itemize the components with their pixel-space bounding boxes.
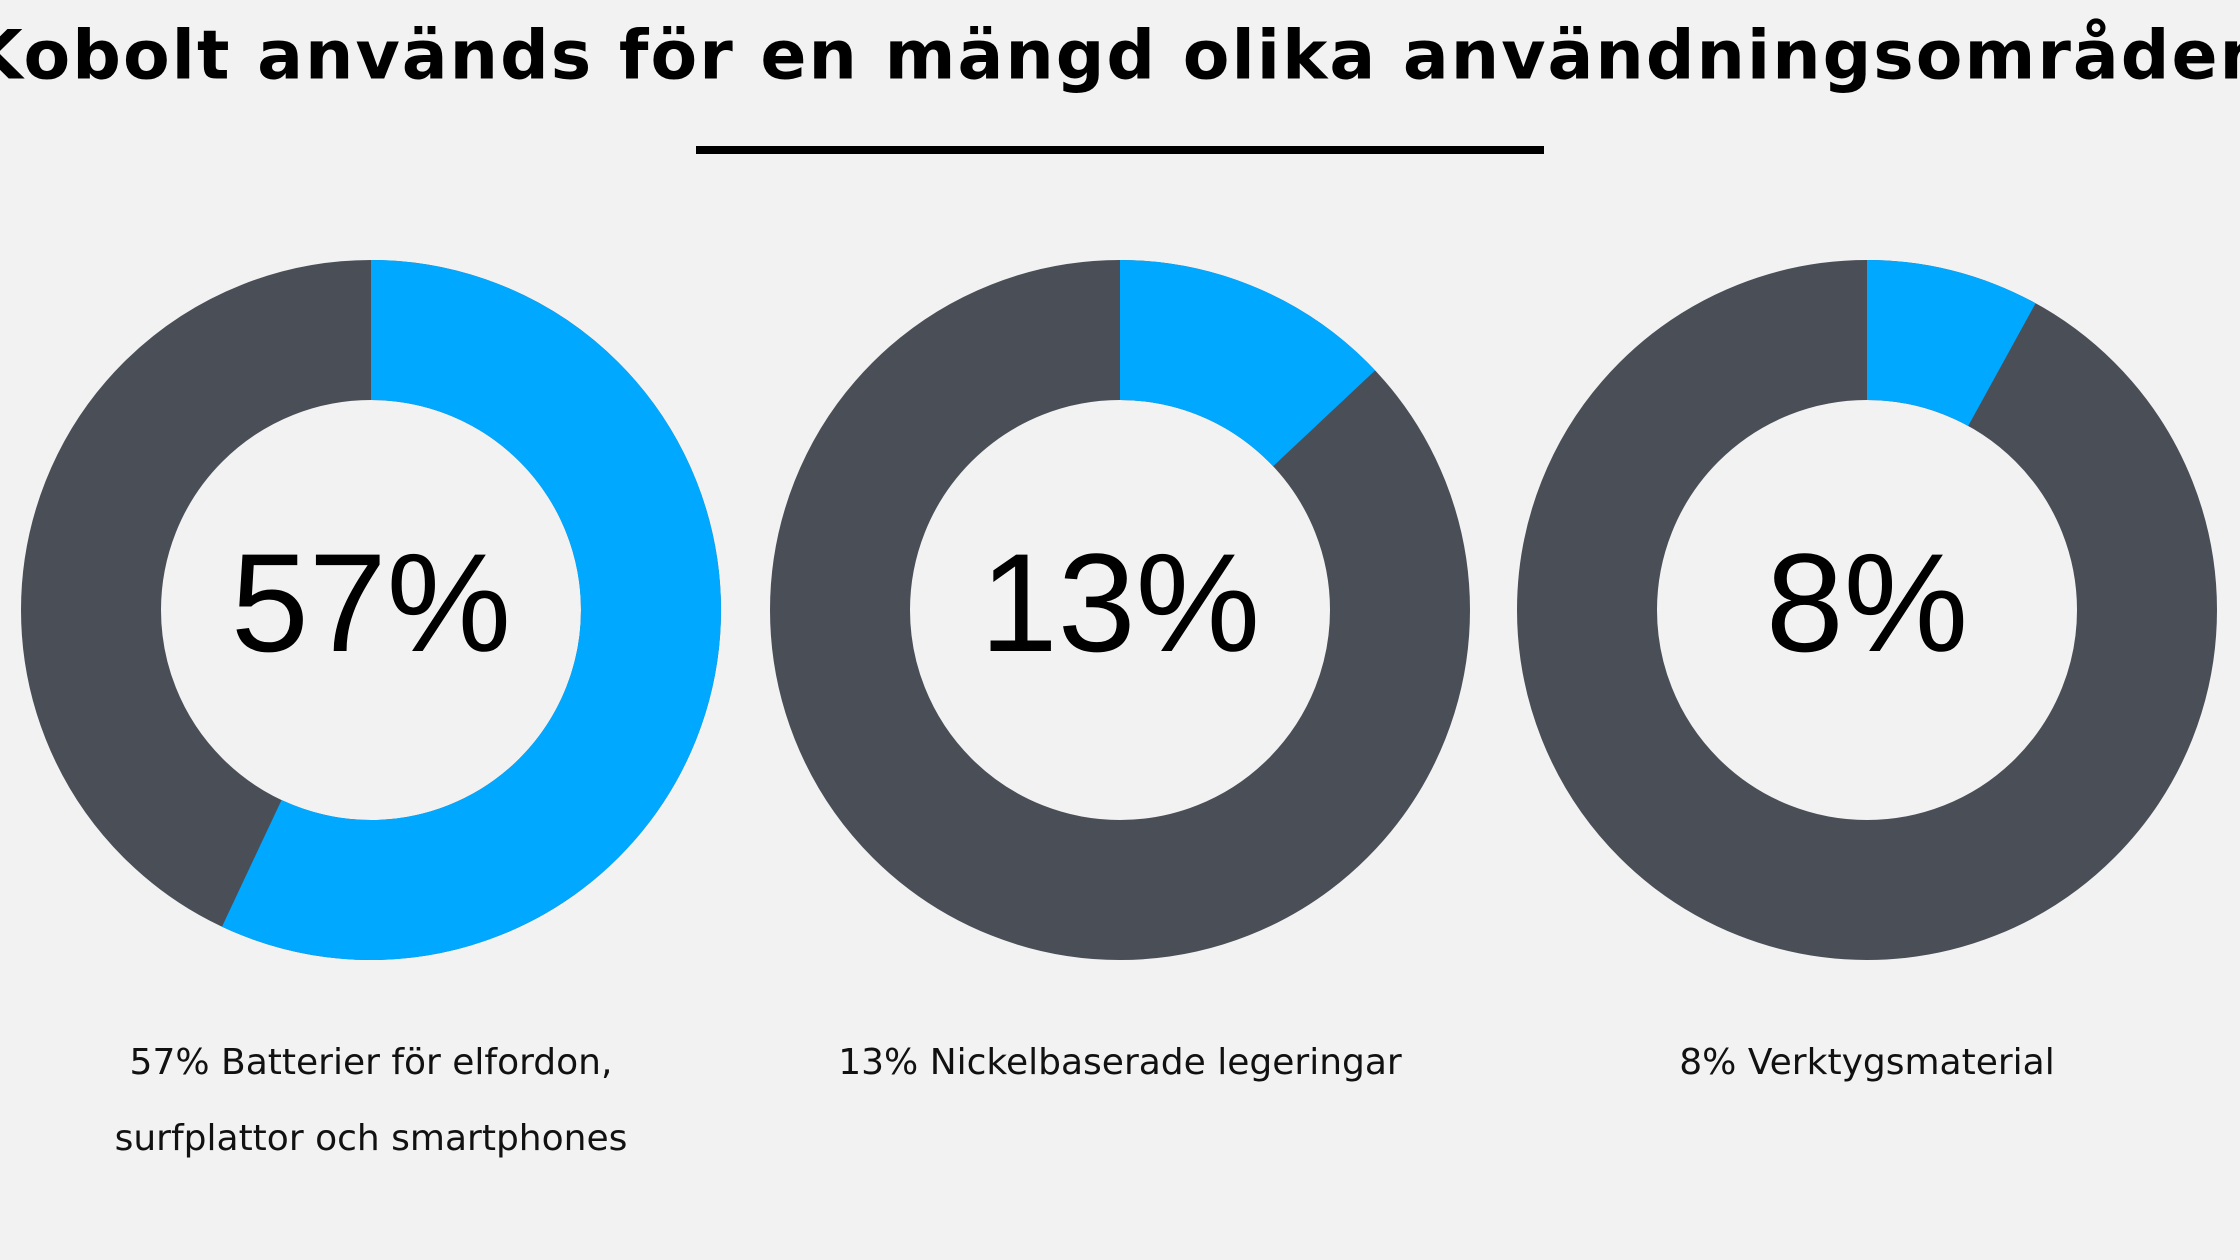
donut-segment <box>1120 260 1376 467</box>
caption: 57% Batterier för elfordon, <box>130 1042 613 1083</box>
caption: 13% Nickelbaserade legeringar <box>838 1042 1402 1083</box>
center-label: 13% <box>980 524 1260 681</box>
title: Kobolt används för en mängd olika använd… <box>0 17 2240 96</box>
center-label: 57% <box>231 524 511 681</box>
caption: 8% Verktygsmaterial <box>1679 1042 2054 1083</box>
donut-segment <box>1867 260 2036 426</box>
title-underline <box>696 146 1544 154</box>
donut-segment <box>221 260 722 960</box>
center-label: 8% <box>1766 524 1968 681</box>
caption: surfplattor och smartphones <box>115 1118 628 1159</box>
